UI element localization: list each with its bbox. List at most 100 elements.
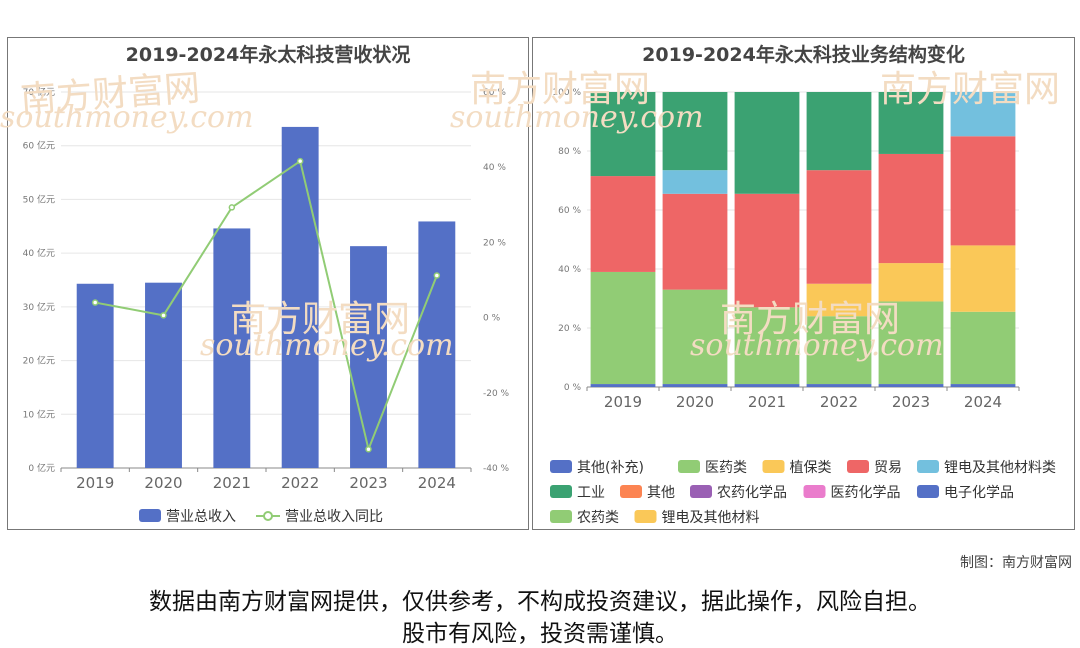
stack-segment: [662, 92, 728, 171]
y-left-tick-label: 50 亿元: [23, 193, 55, 205]
y-left-tick-label: 40 亿元: [23, 247, 55, 259]
legend-swatch: [690, 485, 712, 498]
revenue-bar: [213, 228, 251, 468]
yoy-point: [296, 157, 304, 165]
yoy-point: [365, 445, 372, 453]
legend-swatch: [762, 460, 785, 473]
legend-swatch: [847, 460, 869, 473]
stack-segment: [950, 311, 1016, 385]
disclaimer-line-1: 数据由南方财富网提供，仅供参考，不构成投资建议，据此操作，风险自担。: [149, 589, 931, 615]
stack-segment: [806, 283, 872, 317]
y-tick-label: 40 %: [558, 265, 581, 275]
y-left-tick-label: 70 亿元: [23, 86, 55, 98]
structure-chart-panel: 2019-2024年永太科技业务结构变化 0 % 20 % 40 % 60 % 80 %…: [532, 37, 1075, 530]
x-tick-label: 2023: [892, 393, 930, 411]
y-right-tick-label: 40 %: [483, 163, 506, 173]
legend-label-revenue: 营业总收入: [166, 509, 236, 525]
y-tick-label: 20 %: [558, 324, 581, 334]
x-tick-label: 2020: [676, 393, 714, 411]
stack-segment: [950, 136, 1016, 246]
legend-swatch: [678, 460, 700, 473]
y-left-tick-label: 0 亿元: [28, 462, 55, 474]
stack-segment: [662, 193, 728, 290]
x-tick-label: 2024: [964, 393, 1002, 411]
legend-label: 农药化学品: [717, 485, 787, 501]
legend-swatch: [803, 485, 826, 498]
legend-swatch: [620, 485, 642, 498]
x-tick-label: 2022: [281, 474, 319, 492]
y-left-tick-label: 30 亿元: [23, 301, 55, 313]
structure-chart-svg: 0 % 20 % 40 % 60 % 80 % 100 % 2019 2020 2021 2022…: [550, 88, 1056, 526]
y-right-tick-label: -40 %: [483, 464, 510, 474]
legend-label-yoy: 营业总收入同比: [285, 509, 383, 525]
y-right-tick-label: 20 %: [483, 238, 506, 248]
stack-segment: [806, 92, 872, 171]
revenue-chart-panel: 2019-2024年永太科技营收状况 0 亿元 10 亿元 20 亿元 30 亿元 40…: [7, 37, 529, 530]
disclaimer-line-2: 股市有风险，投资需谨慎。: [402, 621, 678, 647]
stack-segment: [734, 193, 800, 308]
stack-segment: [590, 384, 656, 387]
stack-segment: [950, 384, 1016, 387]
y-tick-label: 80 %: [558, 147, 581, 157]
stack-segment: [662, 170, 728, 194]
stack-segment: [806, 170, 872, 284]
y-left-tick-label: 60 亿元: [23, 140, 55, 152]
revenue-chart-svg: 0 亿元 10 亿元 20 亿元 30 亿元 40 亿元 50 亿元 60 亿元 70 亿元 -…: [23, 86, 510, 525]
yoy-point: [228, 204, 236, 211]
stack-segment: [878, 263, 944, 302]
x-tick-label: 2019: [76, 474, 114, 492]
legend-label: 医药化学品: [831, 485, 901, 501]
legend-label: 其他: [647, 485, 675, 501]
y-tick-label: 100 %: [552, 88, 581, 98]
revenue-bar: [418, 221, 456, 468]
stack-segment: [590, 176, 656, 272]
revenue-bar: [145, 282, 182, 468]
chart-credit: 制图：南方财富网: [960, 555, 1072, 571]
revenue-chart-title: 2019-2024年永太科技营收状况: [125, 44, 411, 66]
stack-segment: [806, 384, 872, 387]
y-tick-label: 60 %: [558, 206, 581, 216]
y-right-tick-label: -20 %: [483, 389, 510, 399]
x-tick-label: 2020: [144, 474, 182, 492]
x-tick-label: 2019: [604, 393, 642, 411]
stack-segment: [590, 92, 656, 177]
y-left-tick-label: 10 亿元: [23, 408, 55, 420]
x-tick-label: 2024: [418, 474, 456, 492]
y-tick-label: 0 %: [564, 383, 582, 393]
legend-label: 医药类: [705, 460, 747, 476]
legend-swatch-revenue: [139, 509, 161, 522]
stack-segment: [878, 301, 944, 385]
legend-label: 锂电及其他材料类: [944, 460, 1056, 476]
legend-label: 贸易: [874, 460, 902, 476]
y-right-tick-label: 0 %: [483, 314, 501, 324]
yoy-point: [160, 312, 167, 319]
revenue-bar: [350, 246, 387, 468]
legend-label: 农药类: [577, 510, 619, 526]
legend-swatch: [917, 460, 939, 473]
x-tick-label: 2022: [820, 393, 858, 411]
legend-swatch: [634, 510, 657, 523]
legend-swatch: [917, 485, 939, 498]
stack-segment: [734, 307, 800, 385]
legend-label: 其他(补充): [577, 460, 644, 476]
stack-segment: [662, 384, 728, 387]
x-tick-label: 2021: [748, 393, 786, 411]
stack-segment: [878, 153, 944, 264]
stack-segment: [950, 245, 1016, 312]
legend-swatch: [550, 460, 572, 473]
yoy-line: [94, 159, 438, 453]
stack-segment: [662, 289, 728, 385]
stack-segment: [878, 384, 944, 387]
structure-chart-title: 2019-2024年永太科技业务结构变化: [642, 44, 965, 66]
revenue-bar: [281, 126, 319, 469]
stack-segment: [734, 92, 800, 194]
legend-label: 工业: [577, 485, 605, 501]
yoy-point: [433, 272, 441, 279]
stack-segment: [734, 384, 800, 387]
x-tick-label: 2021: [213, 474, 251, 492]
legend-label: 电子化学品: [944, 485, 1014, 501]
y-right-tick-label: 60 %: [483, 88, 506, 98]
stack-segment: [950, 92, 1016, 137]
legend-label: 锂电及其他材料: [662, 510, 760, 526]
legend-label: 植保类: [790, 460, 832, 476]
